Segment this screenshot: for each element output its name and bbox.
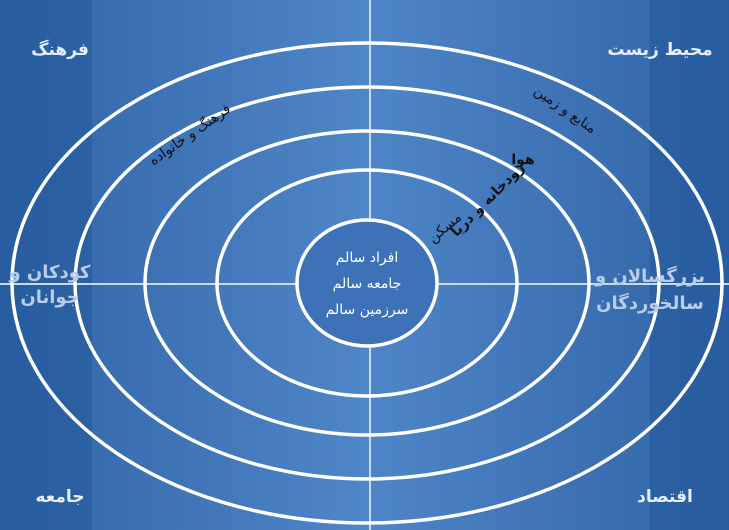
corner-label: فرهنگ: [31, 39, 89, 60]
side-label: جوانان: [20, 287, 79, 308]
corner-label: محیط زیست: [607, 40, 712, 60]
ring-4: [73, 85, 661, 481]
ring-outer: [10, 41, 724, 525]
ring-label: هوا: [511, 152, 534, 168]
ring-center: [295, 218, 439, 348]
center-label: سرزمین سالم: [326, 302, 409, 318]
corner-label: جامعه: [35, 487, 84, 507]
ring-2: [215, 168, 519, 398]
side-label: بزرگسالان و: [594, 265, 705, 287]
center-label: جامعه سالم: [333, 276, 402, 292]
center-label: افراد سالم: [336, 250, 398, 266]
side-label: کودکان و: [8, 262, 91, 283]
side-label: سالخوردگان: [596, 292, 704, 314]
side-band: [650, 0, 729, 530]
corner-label: اقتصاد: [637, 487, 693, 507]
ring-3: [143, 129, 591, 437]
